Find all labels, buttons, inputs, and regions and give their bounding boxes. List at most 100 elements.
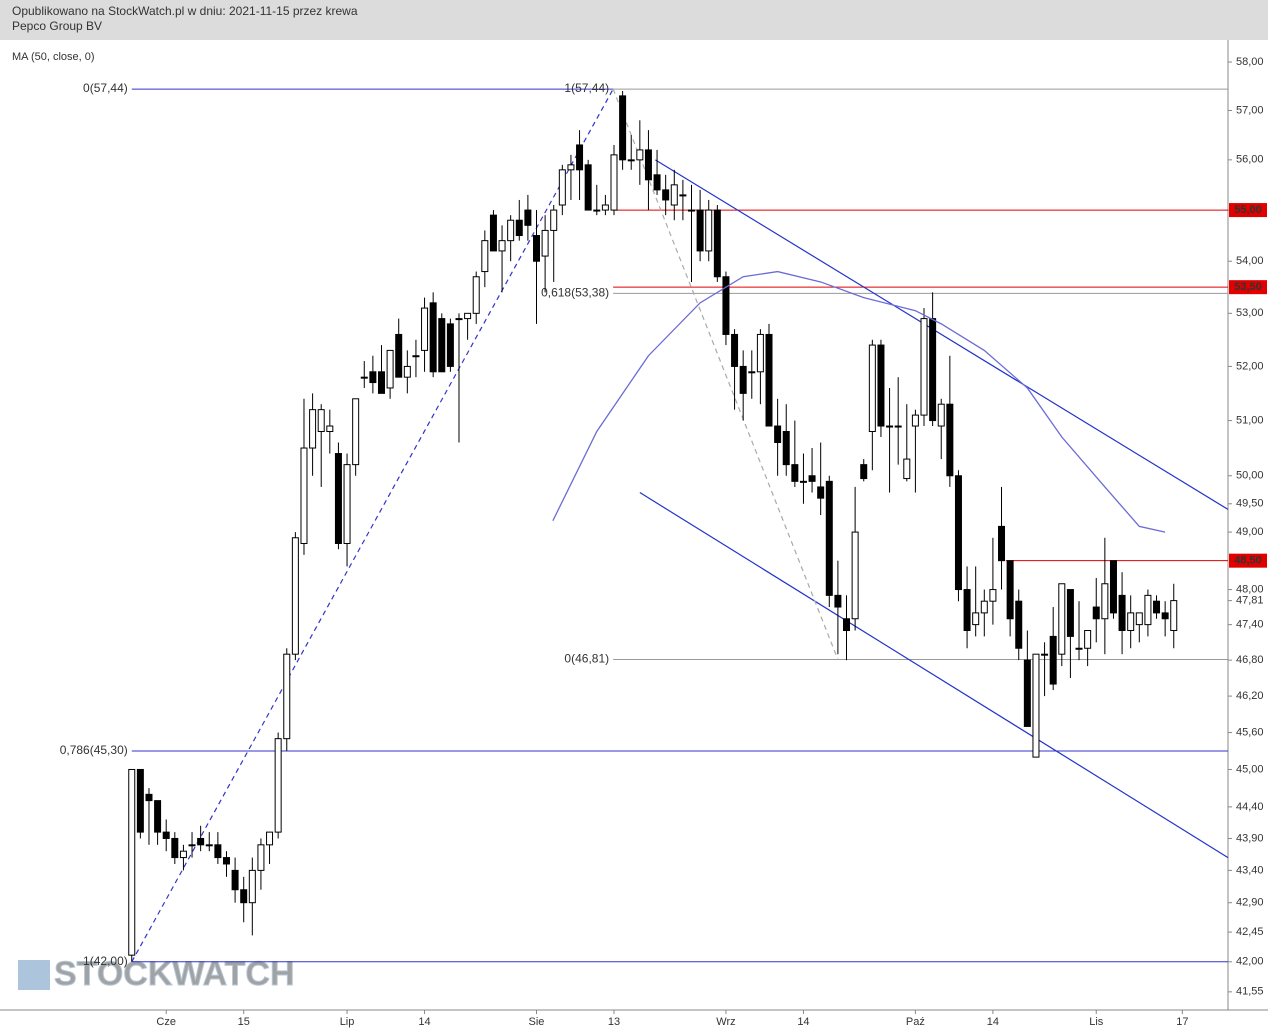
legend-entry: MA (50, close, 0) [12,51,95,63]
candle-body [455,318,463,321]
candle-body [1153,600,1161,614]
candle-body [222,857,230,865]
trend-line [612,88,839,660]
header-line: Opublikowano na StockWatch.pl w dniu: 20… [12,4,358,18]
candle-body [188,844,196,847]
y-tick-label: 43,40 [1236,864,1264,876]
candle-body [688,209,696,212]
candle-body [972,612,980,626]
y-tick-label: 51,00 [1236,414,1264,426]
y-tick-label: 44,40 [1236,801,1264,813]
candle-body [1127,612,1135,632]
candle-body [507,219,515,242]
candle-body [179,850,187,859]
candle-body [860,464,868,480]
candle-body [214,844,222,859]
y-tick-label: 41,55 [1236,986,1264,998]
candle-body [774,425,782,444]
x-tick-label: 14 [987,1016,999,1028]
candle-body [446,323,454,367]
candle-body [713,209,721,278]
candle-body [541,229,549,257]
y-tick-label: 46,80 [1236,654,1264,666]
candle-body [937,403,945,427]
candle-body [1135,612,1143,626]
x-tick-label: Wrz [716,1016,735,1028]
candle-body [1109,560,1117,614]
candle-body [989,589,997,602]
candle-body [765,333,773,427]
level-label: 0,618(53,38) [541,286,609,300]
candle-body [438,318,446,373]
y-tick-label: 42,45 [1236,926,1264,938]
candle-body [257,844,265,871]
candle-body [421,307,429,351]
candle-body [343,464,351,544]
level-label: 1(42,00) [83,954,128,968]
candle-body [593,209,601,212]
candle-body [464,312,472,320]
candle-body [954,475,962,591]
candle-body [205,844,213,847]
candle-body [825,480,833,596]
y-tick-label: 47,40 [1236,619,1264,631]
x-tick-label: 17 [1176,1016,1188,1028]
candle-body [1049,635,1057,685]
candle-body [1075,647,1083,650]
y-tick-label: 49,00 [1236,526,1264,538]
candle-body [920,318,928,416]
candle-body [154,800,162,833]
y-tick-label: 56,00 [1236,154,1264,166]
candle-body [799,480,807,483]
y-tick-label: 42,90 [1236,897,1264,909]
candle-body [1118,594,1126,632]
candle-body [911,414,919,427]
x-tick-label: 15 [238,1016,250,1028]
candle-body [679,194,687,197]
candle-body [1092,606,1100,620]
candle-body [395,333,403,378]
candle-body [739,365,747,394]
candle-body [877,344,885,427]
candle-body [756,333,764,373]
candle-body [817,486,825,499]
candle-body [360,376,368,379]
axis-highlight-label: 53,50 [1234,281,1262,293]
candle-body [171,837,179,859]
axis-highlight [1229,203,1267,218]
candle-body [403,365,411,378]
candle-body [550,209,558,231]
candle-body [696,209,704,252]
candle-body [567,164,575,171]
candle-body [162,831,170,839]
y-tick-label: 45,60 [1236,726,1264,738]
candle-body [515,219,523,237]
y-tick-label: 49,50 [1236,498,1264,510]
x-tick-label: Cze [156,1016,176,1028]
candle-body [145,793,153,802]
axis-highlight [1229,553,1267,568]
candle-body [868,344,876,433]
candle-body [851,531,859,620]
candle-body [352,398,360,466]
y-tick-label: 45,00 [1236,763,1264,775]
y-tick-label: 48,00 [1236,583,1264,595]
y-tick-label: 42,00 [1236,956,1264,968]
candle-body [662,189,670,201]
y-tick-label: 53,00 [1236,307,1264,319]
candle-body [532,235,540,262]
candle-body [1015,600,1023,649]
candle-body [894,425,902,428]
candle-body [429,302,437,373]
ma-line [552,270,1166,533]
candle-body [843,618,851,632]
candle-body [240,889,248,904]
candle-body [1006,560,1014,620]
level-label: 1(57,44) [564,81,609,95]
candle-body [266,831,274,846]
candle-body [1084,630,1092,649]
y-tick-label: 54,00 [1236,255,1264,267]
trend-line [639,492,1229,859]
candle-body [644,149,652,181]
